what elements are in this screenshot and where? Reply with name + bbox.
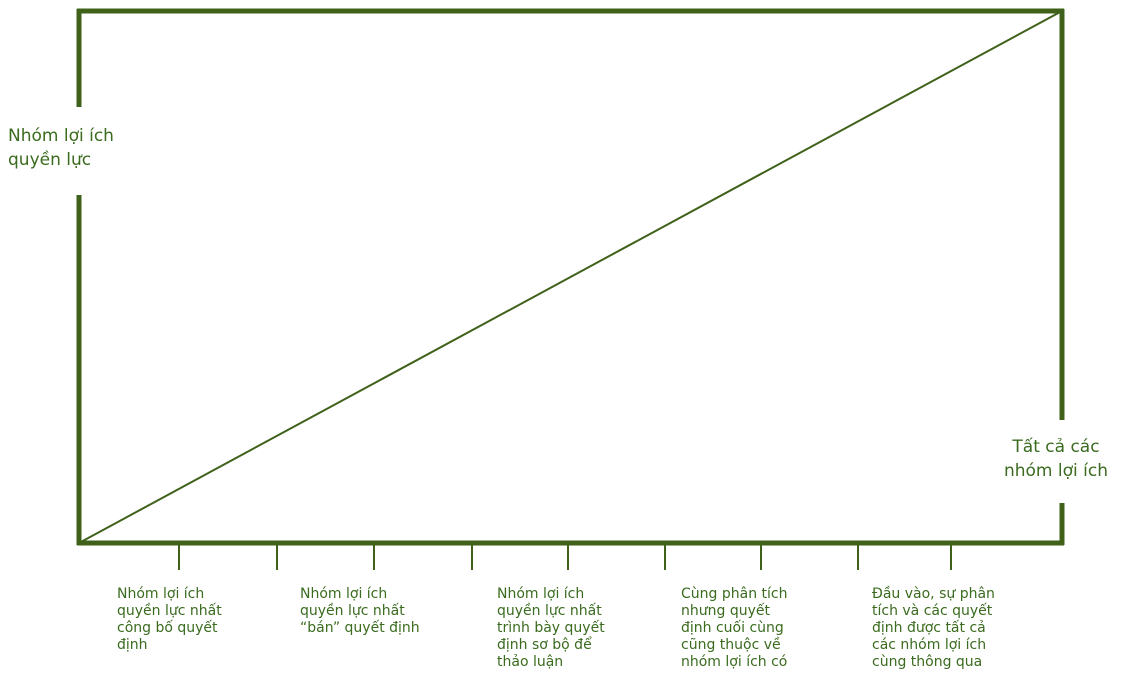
step-label-4: Cùng phân tích nhưng quyết định cuối cùn… <box>681 586 788 670</box>
top-left-label: Nhóm lợi ích quyền lực <box>8 126 114 170</box>
diagonal-line <box>78 10 1063 544</box>
step-label-1: Nhóm lợi ích quyền lực nhất công bố quyế… <box>117 586 222 653</box>
bottom-right-label: Tất cả các nhóm lợi ích <box>1003 437 1108 481</box>
step-label-2: Nhóm lợi ích quyền lực nhất “bán” quyết … <box>300 586 420 636</box>
step-label-3: Nhóm lợi ích quyền lực nhất trình bày qu… <box>497 586 605 670</box>
step-label-5: Đầu vào, sự phân tích và các quyết định … <box>872 586 995 670</box>
